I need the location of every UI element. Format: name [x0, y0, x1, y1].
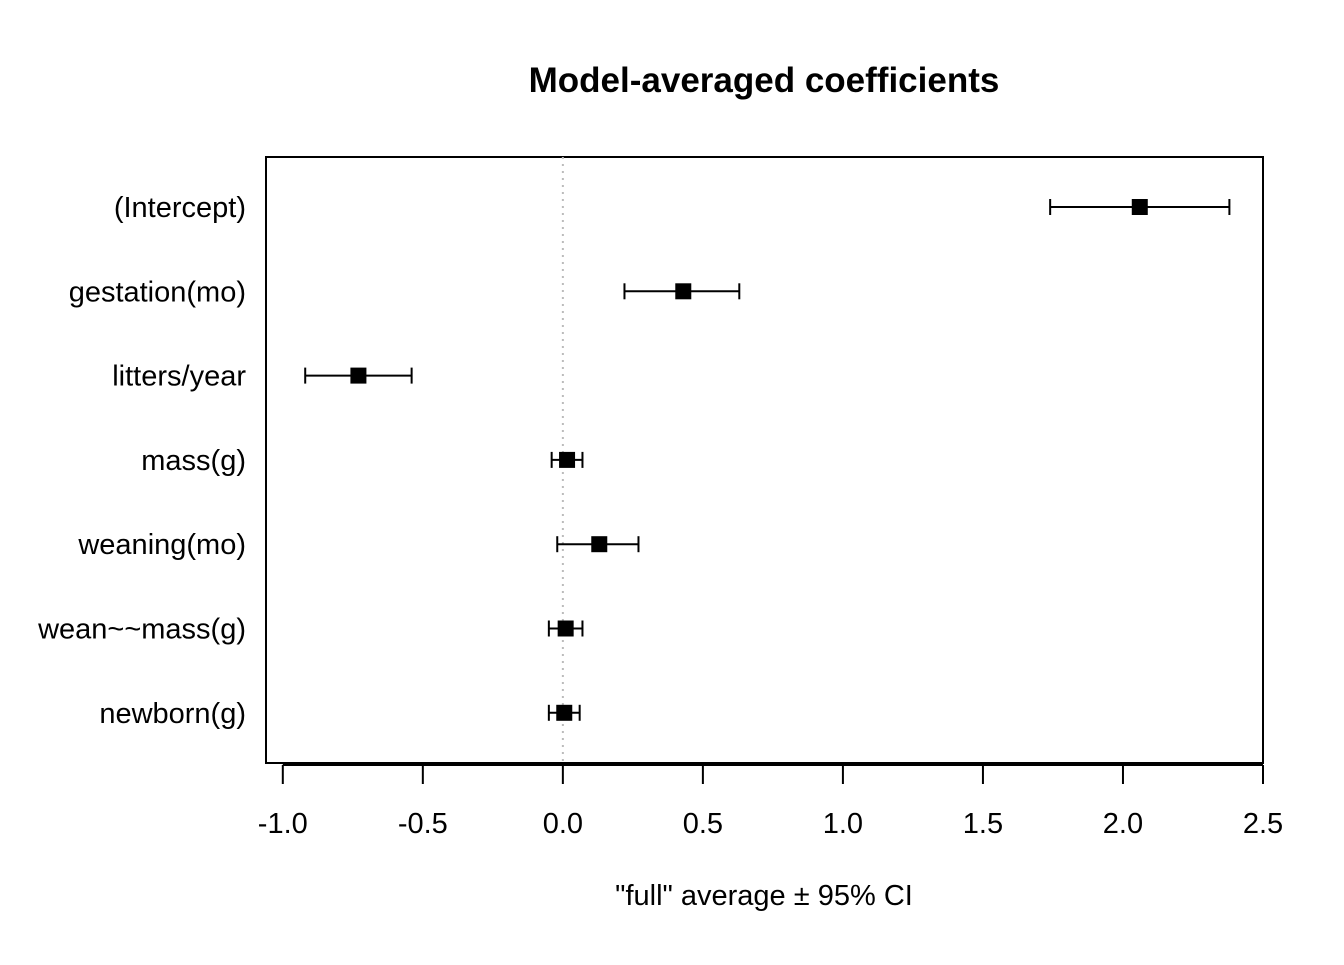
estimate-point	[556, 704, 573, 721]
y-category-label: newborn(g)	[99, 698, 246, 730]
estimate-point	[559, 451, 576, 468]
x-tick-label: -0.5	[398, 808, 448, 840]
estimate-point	[350, 367, 367, 384]
estimate-point	[591, 536, 608, 553]
x-tick-label: 1.5	[963, 808, 1003, 840]
estimate-point	[675, 283, 692, 300]
y-category-label: litters/year	[112, 361, 246, 393]
y-category-label: gestation(mo)	[69, 276, 246, 308]
x-tick-label: 1.0	[823, 808, 863, 840]
x-tick-label: 2.0	[1103, 808, 1143, 840]
y-category-label: wean~~mass(g)	[37, 614, 246, 646]
x-tick-label: 0.5	[683, 808, 723, 840]
y-category-label: mass(g)	[141, 445, 246, 477]
chart-title: Model-averaged coefficients	[529, 61, 1000, 100]
x-tick-label: 0.0	[543, 808, 583, 840]
estimate-point	[1131, 199, 1148, 215]
estimate-point	[557, 620, 574, 637]
plot-area: -1.0 -0.5 0.0 0.5 1.0 1.5 2.0 2.5 (Intercept) ges…	[37, 156, 1283, 840]
x-axis-label: "full" average ± 95% CI	[615, 880, 913, 912]
y-category-label: (Intercept)	[114, 192, 246, 224]
x-tick-label: -1.0	[258, 808, 308, 840]
plot-frame	[265, 156, 1264, 764]
y-category-label: weaning(mo)	[77, 529, 246, 561]
x-tick-label: 2.5	[1243, 808, 1283, 840]
